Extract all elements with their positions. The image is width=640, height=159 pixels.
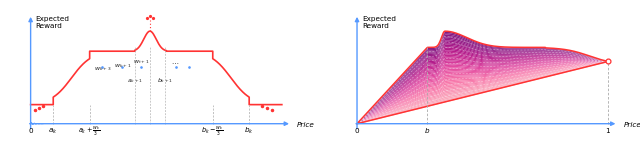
Text: $a_{k+1}$: $a_{k+1}$ [127,77,143,85]
Text: $b$: $b$ [424,126,431,135]
Text: $b_k-\frac{w_k}{3}$: $b_k-\frac{w_k}{3}$ [202,125,224,138]
Text: Price: Price [297,122,315,128]
Text: Expected
Reward: Expected Reward [362,16,396,29]
Text: $0$: $0$ [354,126,360,135]
Text: $w_{k+1}$: $w_{k+1}$ [114,62,131,70]
Text: $\cdots$: $\cdots$ [171,59,179,65]
Text: $a_k$: $a_k$ [49,127,58,136]
Text: $a_k+\frac{w_k}{3}$: $a_k+\frac{w_k}{3}$ [79,125,101,138]
Text: $1$: $1$ [605,126,611,135]
Text: $w_{t+1}$: $w_{t+1}$ [133,59,150,66]
Text: $w_{k+3}$: $w_{k+3}$ [93,65,111,73]
Text: $b_k$: $b_k$ [244,126,254,136]
Text: $0$: $0$ [28,126,34,135]
Text: $b_{k+1}$: $b_{k+1}$ [157,76,173,85]
Text: Expected
Reward: Expected Reward [36,16,70,29]
Text: Price: Price [623,122,640,128]
